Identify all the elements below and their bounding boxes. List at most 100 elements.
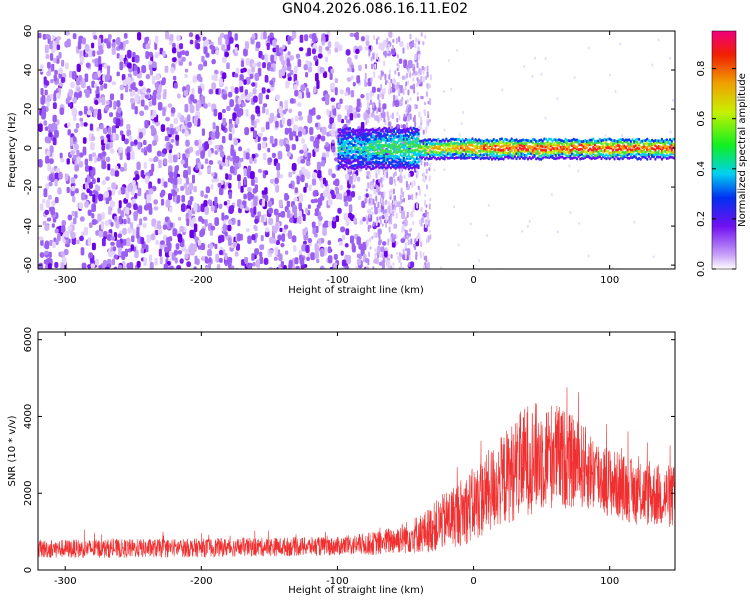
spectrogram-cell xyxy=(423,256,426,261)
spectrogram-cell xyxy=(416,236,419,242)
spectrogram-cell xyxy=(415,54,418,59)
spectrogram-cell xyxy=(214,49,220,55)
spectrogram-cell xyxy=(339,155,342,159)
spectrogram-cell xyxy=(502,150,505,154)
spectrogram-cell xyxy=(108,206,112,215)
spectrogram-cell xyxy=(494,138,497,142)
spectrogram-cell xyxy=(117,207,121,214)
spectrogram-cell xyxy=(218,78,223,86)
spectrogram-cell xyxy=(487,145,490,149)
spectrogram-cell xyxy=(332,216,336,222)
spectrogram-cell xyxy=(406,124,409,129)
spectrogram-cell xyxy=(345,49,351,56)
spectrogram-cell xyxy=(312,172,317,180)
spectrogram-cell xyxy=(400,238,406,244)
spectrogram-cell xyxy=(510,140,513,144)
spectrogram-cell xyxy=(94,58,100,68)
spectrogram-cell xyxy=(70,137,74,147)
spectrogram-cell xyxy=(296,175,300,185)
spectrogram-cell xyxy=(388,126,391,130)
spectrogram-cell xyxy=(374,183,377,188)
spectrogram-cell xyxy=(598,155,601,159)
spectrogram-cell xyxy=(404,158,407,162)
spectrogram-cell xyxy=(504,147,507,151)
spectrogram-cell xyxy=(453,205,456,209)
spectrogram-cell xyxy=(138,131,143,139)
spectrogram-cell xyxy=(388,164,391,168)
spectrogram-cell xyxy=(188,182,194,191)
spectrogram-cell xyxy=(427,262,430,269)
spectrogram-cell xyxy=(58,51,62,59)
spectrogram-cell xyxy=(184,73,189,79)
y-tick-label: 40 xyxy=(23,64,34,77)
spectrogram-cell xyxy=(222,89,227,95)
spectrogram-cell xyxy=(651,63,654,67)
spectrogram-cell xyxy=(384,208,387,214)
spectrogram-cell xyxy=(299,149,304,154)
spectrogram-cell xyxy=(126,76,132,85)
spectrogram-cell xyxy=(377,208,380,214)
spectrogram-cell xyxy=(45,199,51,208)
spectrogram-cell xyxy=(134,193,138,199)
spectrogram-cell xyxy=(224,214,229,220)
spectrogram-cell xyxy=(74,159,78,166)
x-tick-label: -100 xyxy=(326,576,349,587)
spectrogram-cell xyxy=(121,134,126,142)
spectrogram-cell xyxy=(168,36,174,41)
spectrogram-cell xyxy=(501,88,504,92)
spectrogram-cell xyxy=(79,235,84,242)
spectrogram-cell xyxy=(300,264,305,269)
spectrogram-cell xyxy=(669,138,672,142)
spectrogram-cell xyxy=(262,152,267,161)
spectrogram-cell xyxy=(333,253,338,260)
spectrogram-cell xyxy=(429,74,432,81)
spectrogram-cell xyxy=(241,102,246,108)
spectrogram-cell xyxy=(535,147,538,151)
spectrogram-cell xyxy=(85,89,90,98)
spectrogram-cell xyxy=(90,141,95,151)
spectrogram-cell xyxy=(270,54,275,62)
spectrogram-cell xyxy=(412,140,415,144)
spectrogram-cell xyxy=(350,89,355,98)
spectrogram-cell xyxy=(383,191,386,198)
y-tick-label: 6000 xyxy=(23,327,34,352)
spectrogram-cell xyxy=(331,193,336,200)
spectrogram-cell xyxy=(415,254,418,261)
spectrogram-cell xyxy=(561,155,564,159)
spectrogram-cell xyxy=(174,257,178,264)
spectrogram-cell xyxy=(390,78,393,84)
spectrogram-cell xyxy=(365,266,370,269)
spectrogram-cell xyxy=(387,253,390,257)
spectrogram-cell xyxy=(394,200,397,207)
spectrogram-cell xyxy=(352,127,355,131)
spectrogram-cell xyxy=(358,243,363,250)
spectrogram-cell xyxy=(118,189,122,195)
spectrogram-cell xyxy=(255,259,261,268)
spectrogram-cell xyxy=(87,209,92,217)
spectrogram-cell xyxy=(245,109,249,117)
spectrogram-cell xyxy=(47,163,51,172)
spectrogram-cell xyxy=(217,160,222,165)
spectrogram-cell xyxy=(372,266,375,269)
spectrogram-cell xyxy=(136,226,140,233)
spectrogram-cell xyxy=(392,262,395,266)
spectrogram-cell xyxy=(84,165,90,172)
spectrogram-cell xyxy=(277,150,283,160)
spectrogram-cell xyxy=(372,102,375,109)
spectrogram-cell xyxy=(426,162,429,166)
spectrogram-cell xyxy=(379,216,382,221)
spectrogram-cell xyxy=(274,246,278,256)
spectrogram-cell xyxy=(657,149,660,153)
spectrogram-cell xyxy=(455,156,458,160)
spectrogram-cell xyxy=(222,108,226,114)
spectrogram-cell xyxy=(267,147,271,153)
spectrogram-cell xyxy=(368,165,371,169)
spectrogram-cell xyxy=(162,107,166,117)
spectrogram-cell xyxy=(318,219,322,226)
spectrogram-cell xyxy=(360,121,365,131)
spectrogram-cell xyxy=(239,85,244,93)
spectrogram-cell xyxy=(353,150,356,154)
spectrogram-cell xyxy=(155,73,161,81)
spectrogram-cell xyxy=(428,137,432,141)
spectrogram-cell xyxy=(137,31,142,41)
